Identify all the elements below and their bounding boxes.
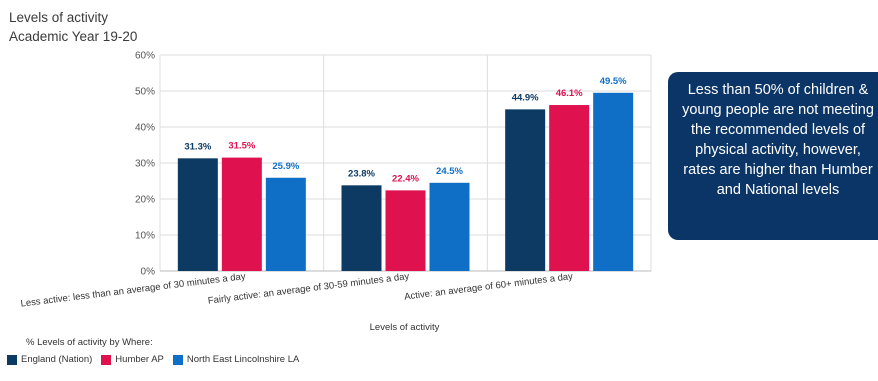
- bar: [177, 158, 218, 271]
- x-axis-title: Levels of activity: [370, 322, 440, 333]
- legend-items: England (Nation) Humber AP North East Linc…: [7, 354, 308, 365]
- data-label: 31.3%: [184, 141, 211, 152]
- y-tick-label: 30%: [135, 159, 155, 170]
- y-tick-label: 0%: [141, 267, 156, 278]
- data-label: 24.5%: [436, 166, 463, 177]
- y-tick-label: 20%: [135, 195, 155, 206]
- y-tick-label: 40%: [135, 123, 155, 134]
- callout-text: Less than 50% of children & young people…: [682, 82, 874, 198]
- legend-swatch: [101, 354, 112, 365]
- data-label: 23.8%: [348, 168, 375, 179]
- legend-label: England (Nation): [21, 354, 93, 365]
- bar: [265, 177, 306, 271]
- x-tick-label: Active: an average of 60+ minutes a day: [404, 271, 574, 303]
- y-tick-label: 50%: [135, 87, 155, 98]
- legend-swatch: [7, 354, 17, 365]
- bar: [341, 185, 382, 271]
- bar: [549, 105, 590, 271]
- data-label: 25.9%: [272, 161, 299, 172]
- y-tick-label: 60%: [135, 51, 155, 62]
- legend-label: North East Lincolnshire LA: [186, 354, 300, 365]
- chart-subtitle: Academic Year 19-20: [9, 29, 138, 44]
- data-label: 22.4%: [392, 173, 419, 184]
- y-tick-label: 10%: [135, 231, 155, 242]
- legend-label: Humber AP: [115, 354, 164, 365]
- data-label: 31.5%: [228, 141, 255, 152]
- legend-swatch: [172, 354, 183, 365]
- data-label: 44.9%: [512, 92, 539, 103]
- bar: [429, 182, 470, 271]
- bar: [505, 109, 546, 271]
- legend-item: England (Nation): [7, 354, 92, 365]
- legend: % Levels of activity by Where: England (…: [7, 337, 308, 365]
- data-label: 46.1%: [556, 88, 583, 99]
- legend-item: North East Lincolnshire LA: [172, 354, 300, 365]
- legend-title: % Levels of activity by Where:: [26, 337, 153, 348]
- bar: [385, 190, 426, 271]
- callout-box: Less than 50% of children & young people…: [668, 72, 878, 240]
- bar: [593, 92, 634, 271]
- data-label: 49.5%: [600, 76, 627, 87]
- bar: [221, 157, 262, 271]
- legend-item: Humber AP: [101, 354, 164, 365]
- chart-title-block: Levels of activity Academic Year 19-20: [9, 8, 137, 46]
- chart-title: Levels of activity: [9, 10, 109, 25]
